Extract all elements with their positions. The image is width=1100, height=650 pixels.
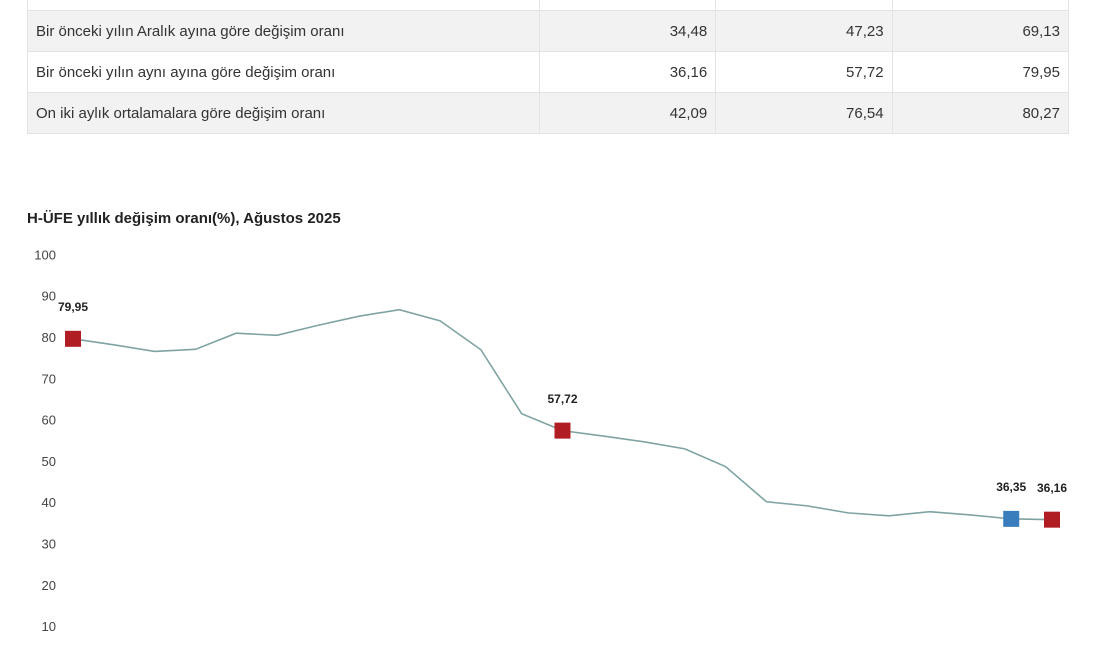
- y-tick-label: 80: [42, 330, 56, 345]
- data-label: 57,72: [547, 392, 577, 406]
- y-tick-label: 10: [42, 619, 56, 634]
- data-label: 79,95: [58, 300, 88, 314]
- table-cell: 47,23: [715, 10, 893, 52]
- data-table: Bir önceki yılın Aralık ayına göre değiş…: [27, 0, 1070, 134]
- data-label: 36,35: [996, 480, 1026, 494]
- y-tick-label: 20: [42, 578, 56, 593]
- table-cell: 69,13: [891, 10, 1070, 52]
- table-cell: On iki aylık ortalamalara göre değişim o…: [27, 92, 540, 134]
- table-cell: 76,54: [715, 92, 893, 134]
- data-label: 36,16: [1037, 481, 1067, 495]
- marker: [65, 330, 81, 347]
- table-row: Bir önceki yılın Aralık ayına göre değiş…: [27, 10, 1070, 52]
- marker: [554, 422, 571, 439]
- table-cell: Bir önceki yılın aynı ayına göre değişim…: [27, 51, 540, 93]
- y-tick-label: 70: [42, 371, 56, 386]
- y-tick-label: 40: [42, 495, 56, 510]
- marker: [1003, 510, 1020, 527]
- table-cell: 57,72: [715, 51, 893, 93]
- table-cell: Bir önceki yılın Aralık ayına göre değiş…: [27, 10, 540, 52]
- y-tick-label: 30: [42, 537, 56, 552]
- marker: [1044, 511, 1060, 528]
- table-row: On iki aylık ortalamalara göre değişim o…: [27, 92, 1070, 134]
- chart-title: H-ÜFE yıllık değişim oranı(%), Ağustos 2…: [27, 210, 341, 227]
- table-cell: 42,09: [538, 92, 717, 134]
- table-cell: 36,16: [538, 51, 717, 93]
- line: [72, 308, 1053, 521]
- y-tick-label: 100: [34, 247, 56, 262]
- y-tick-label: 90: [42, 289, 56, 304]
- table-cell: 80,27: [891, 92, 1070, 134]
- y-tick-label: 60: [42, 413, 56, 428]
- table-cell: 34,48: [538, 10, 717, 52]
- y-tick-label: 50: [42, 454, 56, 469]
